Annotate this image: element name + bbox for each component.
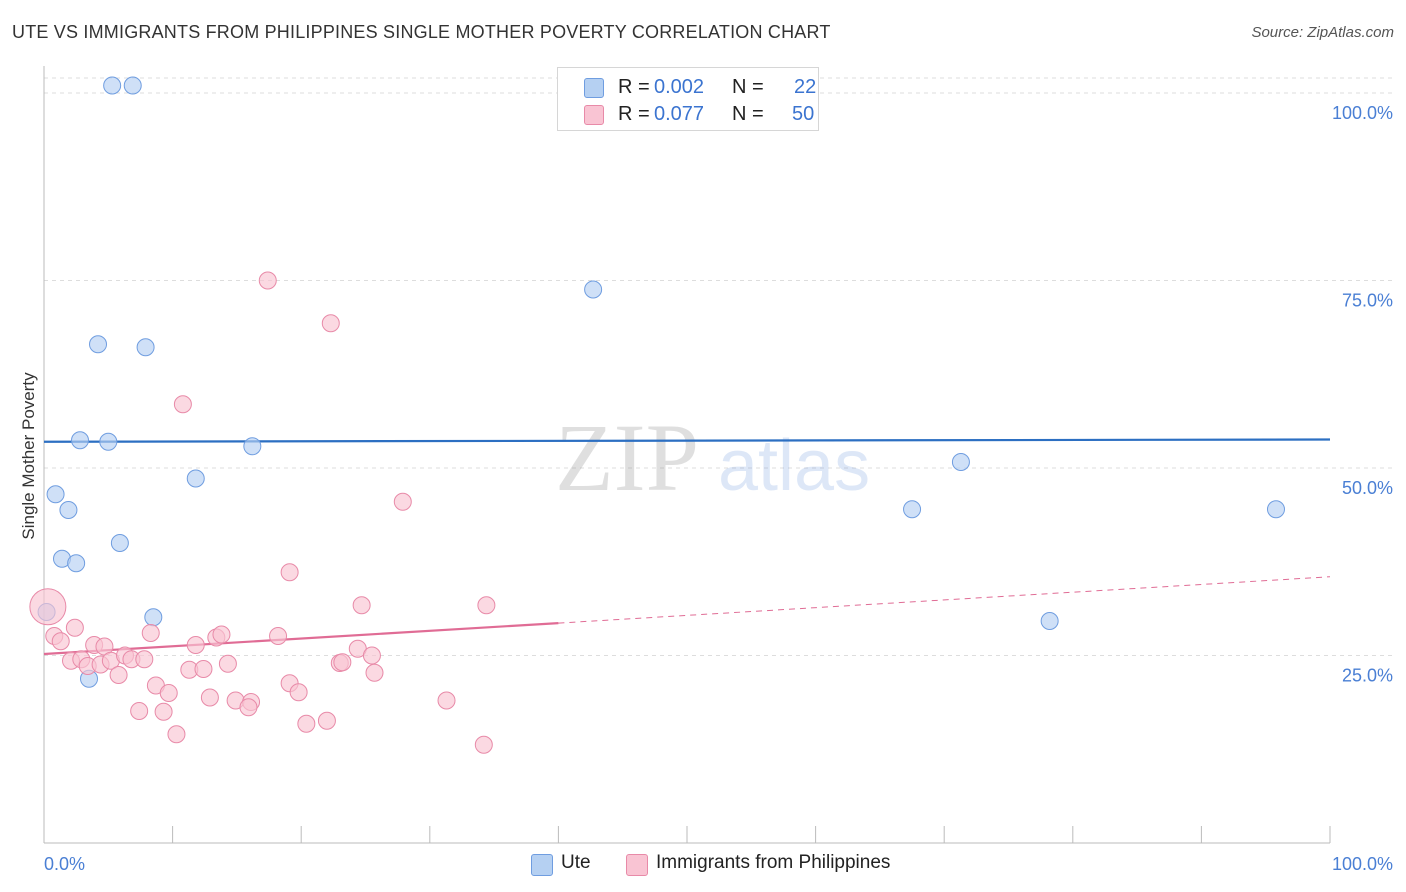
watermark: ZIP atlas bbox=[555, 404, 870, 511]
point-phil bbox=[200, 688, 219, 707]
legend-r-label-ute: R = bbox=[618, 76, 650, 98]
point-phil bbox=[352, 596, 371, 615]
point-phil bbox=[218, 654, 237, 673]
stats-legend: R = 0.002 N = 22 R = 0.077 N = 50 bbox=[557, 67, 819, 131]
point-phil bbox=[333, 653, 352, 672]
point-phil bbox=[239, 698, 258, 717]
y-tick-label: 50.0% bbox=[1342, 478, 1393, 498]
point-phil bbox=[109, 666, 128, 684]
point-phil bbox=[65, 618, 84, 637]
point-ute bbox=[71, 431, 90, 450]
legend-n-value-phil: 50 bbox=[792, 103, 815, 125]
data-points bbox=[29, 76, 1285, 754]
legend-n-label-ute: N = bbox=[732, 76, 764, 98]
trend-line-ute bbox=[43, 438, 1331, 443]
point-phil bbox=[186, 636, 205, 654]
point-ute bbox=[903, 500, 922, 519]
point-ute bbox=[110, 534, 129, 552]
point-ute bbox=[951, 453, 970, 471]
point-phil bbox=[477, 596, 496, 615]
point-phil bbox=[317, 711, 336, 730]
point-phil bbox=[321, 314, 340, 333]
point-ute bbox=[67, 554, 86, 573]
legend-r-value-phil: 0.077 bbox=[654, 103, 705, 125]
point-phil bbox=[297, 714, 316, 733]
point-phil bbox=[280, 563, 299, 582]
point-phil bbox=[437, 691, 456, 710]
bottom-legend-swatch-ute bbox=[531, 854, 553, 876]
point-phil bbox=[29, 588, 67, 626]
bottom-legend-label-phil: Immigrants from Philippines bbox=[656, 852, 891, 873]
point-phil bbox=[154, 702, 173, 721]
trend-line-dashed-phil bbox=[558, 576, 1331, 624]
y-tick-label: 100.0% bbox=[1332, 103, 1393, 123]
point-phil bbox=[159, 684, 178, 702]
point-ute bbox=[1266, 500, 1285, 519]
point-ute bbox=[99, 432, 118, 451]
point-phil bbox=[167, 725, 186, 744]
point-phil bbox=[173, 395, 192, 414]
point-phil bbox=[365, 663, 384, 682]
bottom-legend-swatch-phil bbox=[626, 854, 648, 876]
x-tick-label: 0.0% bbox=[44, 854, 85, 874]
axes bbox=[43, 66, 1331, 844]
point-phil bbox=[258, 271, 277, 290]
bottom-legend-label-ute: Ute bbox=[561, 852, 591, 873]
watermark-zip: ZIP bbox=[555, 404, 699, 511]
gridlines bbox=[44, 77, 1393, 656]
chart-title: UTE VS IMMIGRANTS FROM PHILIPPINES SINGL… bbox=[12, 22, 831, 42]
point-ute bbox=[144, 608, 163, 627]
point-phil bbox=[269, 627, 288, 645]
point-ute bbox=[103, 76, 122, 95]
point-ute bbox=[46, 485, 65, 504]
source-label: Source: ZipAtlas.com bbox=[1251, 24, 1394, 41]
point-phil bbox=[362, 646, 381, 665]
point-phil bbox=[141, 624, 160, 642]
point-ute bbox=[59, 501, 78, 519]
point-phil bbox=[289, 683, 308, 702]
point-ute bbox=[89, 335, 108, 354]
y-axis-label: Single Mother Poverty bbox=[19, 372, 38, 540]
point-ute bbox=[186, 469, 205, 488]
point-ute bbox=[123, 76, 142, 95]
x-tick-label: 100.0% bbox=[1332, 854, 1393, 874]
point-phil bbox=[212, 625, 231, 644]
watermark-atlas: atlas bbox=[718, 426, 870, 506]
legend-r-label-phil: R = bbox=[618, 103, 650, 125]
legend-n-value-ute: 22 bbox=[794, 76, 817, 98]
point-phil bbox=[135, 650, 154, 669]
point-ute bbox=[1040, 612, 1059, 630]
point-phil bbox=[194, 660, 213, 678]
point-ute bbox=[243, 437, 262, 456]
legend-swatch-ute bbox=[584, 78, 604, 98]
point-phil bbox=[474, 735, 493, 754]
point-phil bbox=[393, 492, 412, 511]
point-ute bbox=[136, 338, 155, 357]
y-tick-label: 25.0% bbox=[1342, 666, 1393, 686]
legend-r-value-ute: 0.002 bbox=[654, 76, 705, 98]
y-tick-label: 75.0% bbox=[1342, 291, 1393, 311]
point-phil bbox=[51, 632, 70, 651]
axis-labels: 25.0% 50.0% 75.0% 100.0% 0.0% 100.0% Single Mo… bbox=[19, 103, 1393, 874]
legend-swatch-phil bbox=[584, 105, 604, 125]
point-phil bbox=[130, 702, 149, 720]
legend-n-label-phil: N = bbox=[732, 103, 764, 125]
point-ute bbox=[584, 280, 603, 299]
